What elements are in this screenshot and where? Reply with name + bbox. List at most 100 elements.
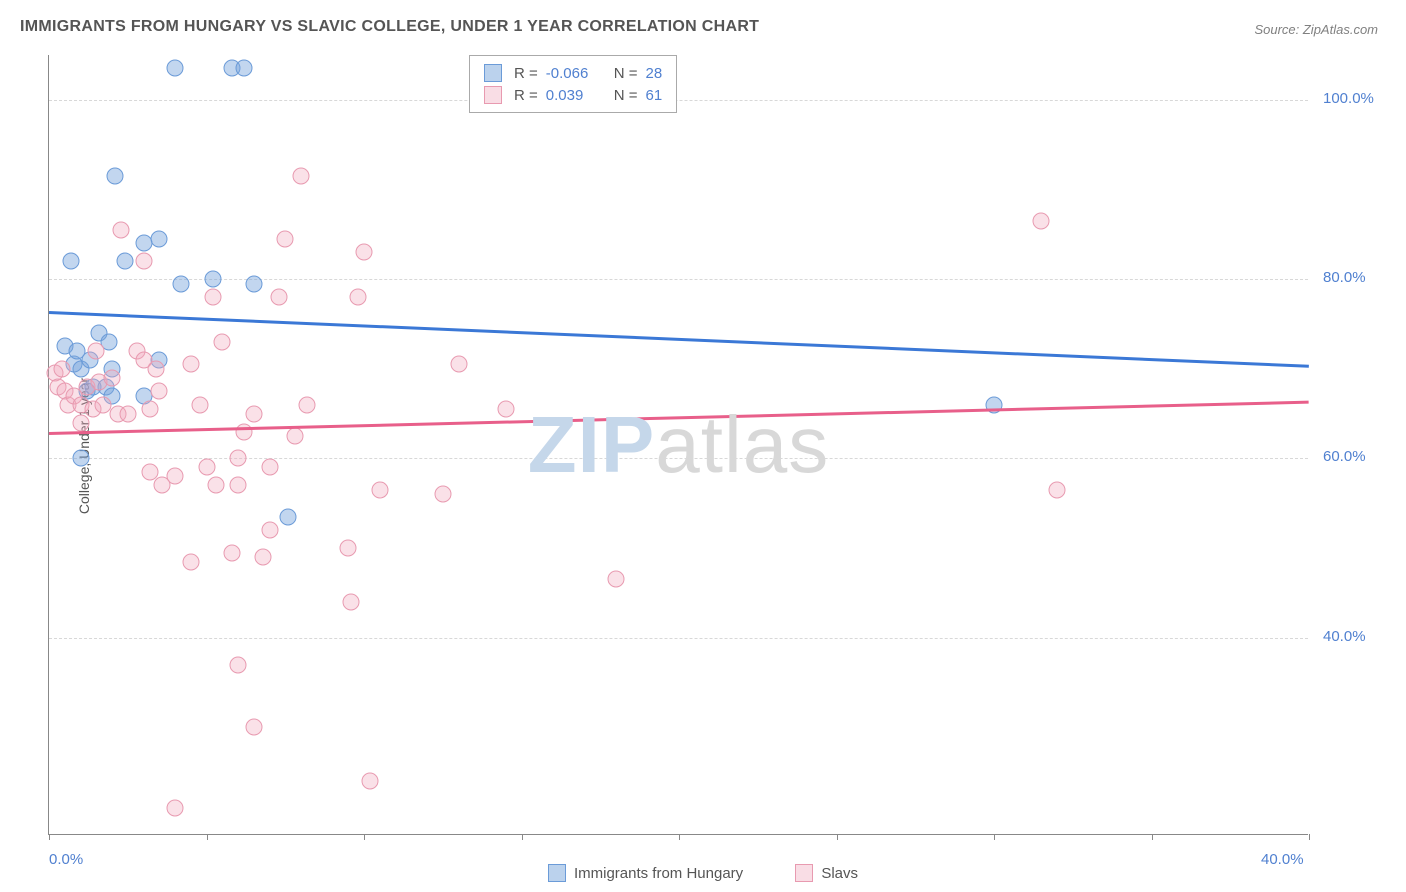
- gridline: [49, 279, 1308, 280]
- scatter-point-slavs: [245, 719, 262, 736]
- trendline-slavs: [49, 400, 1309, 434]
- scatter-point-hungary: [204, 271, 221, 288]
- n-label: N =: [614, 65, 638, 82]
- n-label: N =: [614, 87, 638, 104]
- legend-row-hungary: R = -0.066 N = 28: [484, 62, 662, 84]
- x-tick: [837, 834, 838, 840]
- scatter-point-slavs: [497, 401, 514, 418]
- scatter-point-slavs: [119, 405, 136, 422]
- scatter-point-slavs: [261, 459, 278, 476]
- scatter-point-hungary: [167, 60, 184, 77]
- scatter-point-slavs: [72, 414, 89, 431]
- legend-label-hungary: Immigrants from Hungary: [574, 865, 743, 882]
- scatter-point-slavs: [192, 396, 209, 413]
- scatter-point-slavs: [141, 463, 158, 480]
- trendline-hungary: [49, 311, 1309, 367]
- scatter-point-slavs: [261, 522, 278, 539]
- legend-label-slavs: Slavs: [821, 865, 858, 882]
- r-label: R =: [514, 87, 538, 104]
- scatter-point-slavs: [94, 396, 111, 413]
- chart-container: IMMIGRANTS FROM HUNGARY VS SLAVIC COLLEG…: [0, 0, 1406, 892]
- scatter-point-slavs: [286, 428, 303, 445]
- x-tick: [1152, 834, 1153, 840]
- scatter-point-hungary: [236, 60, 253, 77]
- scatter-point-slavs: [343, 593, 360, 610]
- legend-swatch-pink: [795, 864, 813, 882]
- scatter-point-slavs: [270, 289, 287, 306]
- series-legend: Immigrants from Hungary Slavs: [0, 864, 1406, 886]
- scatter-point-slavs: [450, 356, 467, 373]
- scatter-point-slavs: [608, 571, 625, 588]
- scatter-point-slavs: [204, 289, 221, 306]
- scatter-point-slavs: [148, 360, 165, 377]
- x-tick: [364, 834, 365, 840]
- r-value-slavs: 0.039: [546, 87, 606, 104]
- scatter-point-hungary: [116, 253, 133, 270]
- scatter-point-slavs: [245, 405, 262, 422]
- scatter-point-slavs: [88, 342, 105, 359]
- gridline: [49, 100, 1308, 101]
- scatter-point-hungary: [72, 450, 89, 467]
- legend-swatch-pink: [484, 86, 502, 104]
- scatter-point-slavs: [349, 289, 366, 306]
- watermark: ZIPatlas: [528, 399, 829, 491]
- scatter-point-slavs: [214, 333, 231, 350]
- scatter-point-slavs: [207, 477, 224, 494]
- y-tick-label: 40.0%: [1323, 628, 1366, 645]
- scatter-point-slavs: [53, 360, 70, 377]
- scatter-point-slavs: [293, 168, 310, 185]
- scatter-point-hungary: [173, 275, 190, 292]
- legend-swatch-blue: [484, 64, 502, 82]
- scatter-point-slavs: [371, 481, 388, 498]
- scatter-point-slavs: [230, 477, 247, 494]
- x-tick: [522, 834, 523, 840]
- x-tick: [1309, 834, 1310, 840]
- scatter-point-hungary: [63, 253, 80, 270]
- scatter-point-hungary: [151, 230, 168, 247]
- y-tick-label: 80.0%: [1323, 269, 1366, 286]
- scatter-point-slavs: [230, 656, 247, 673]
- r-label: R =: [514, 65, 538, 82]
- x-tick: [994, 834, 995, 840]
- scatter-point-hungary: [280, 508, 297, 525]
- scatter-point-slavs: [167, 800, 184, 817]
- correlation-legend: R = -0.066 N = 28 R = 0.039 N = 61: [469, 55, 677, 113]
- legend-row-slavs: R = 0.039 N = 61: [484, 84, 662, 106]
- plot-area: ZIPatlas R = -0.066 N = 28 R = 0.039 N =…: [48, 55, 1308, 835]
- y-tick-label: 100.0%: [1323, 90, 1374, 107]
- gridline: [49, 638, 1308, 639]
- scatter-point-hungary: [135, 235, 152, 252]
- source-attribution: Source: ZipAtlas.com: [1254, 22, 1378, 37]
- scatter-point-slavs: [151, 383, 168, 400]
- chart-title: IMMIGRANTS FROM HUNGARY VS SLAVIC COLLEG…: [20, 18, 759, 36]
- scatter-point-slavs: [104, 369, 121, 386]
- r-value-hungary: -0.066: [546, 65, 606, 82]
- scatter-point-slavs: [223, 544, 240, 561]
- scatter-point-hungary: [245, 275, 262, 292]
- scatter-point-slavs: [277, 230, 294, 247]
- scatter-point-slavs: [135, 253, 152, 270]
- scatter-point-slavs: [141, 401, 158, 418]
- n-value-slavs: 61: [646, 87, 663, 104]
- x-tick: [207, 834, 208, 840]
- watermark-zip: ZIP: [528, 400, 655, 489]
- scatter-point-hungary: [107, 168, 124, 185]
- x-tick: [49, 834, 50, 840]
- scatter-point-slavs: [299, 396, 316, 413]
- legend-item-hungary: Immigrants from Hungary: [548, 864, 743, 882]
- scatter-point-slavs: [113, 221, 130, 238]
- scatter-point-slavs: [182, 553, 199, 570]
- scatter-point-slavs: [1033, 212, 1050, 229]
- legend-item-slavs: Slavs: [795, 864, 858, 882]
- scatter-point-slavs: [1049, 481, 1066, 498]
- scatter-point-slavs: [356, 244, 373, 261]
- legend-swatch-blue: [548, 864, 566, 882]
- scatter-point-slavs: [362, 773, 379, 790]
- scatter-point-slavs: [255, 549, 272, 566]
- scatter-point-slavs: [167, 468, 184, 485]
- scatter-point-slavs: [434, 486, 451, 503]
- scatter-point-slavs: [340, 540, 357, 557]
- scatter-point-slavs: [236, 423, 253, 440]
- n-value-hungary: 28: [646, 65, 663, 82]
- scatter-point-slavs: [198, 459, 215, 476]
